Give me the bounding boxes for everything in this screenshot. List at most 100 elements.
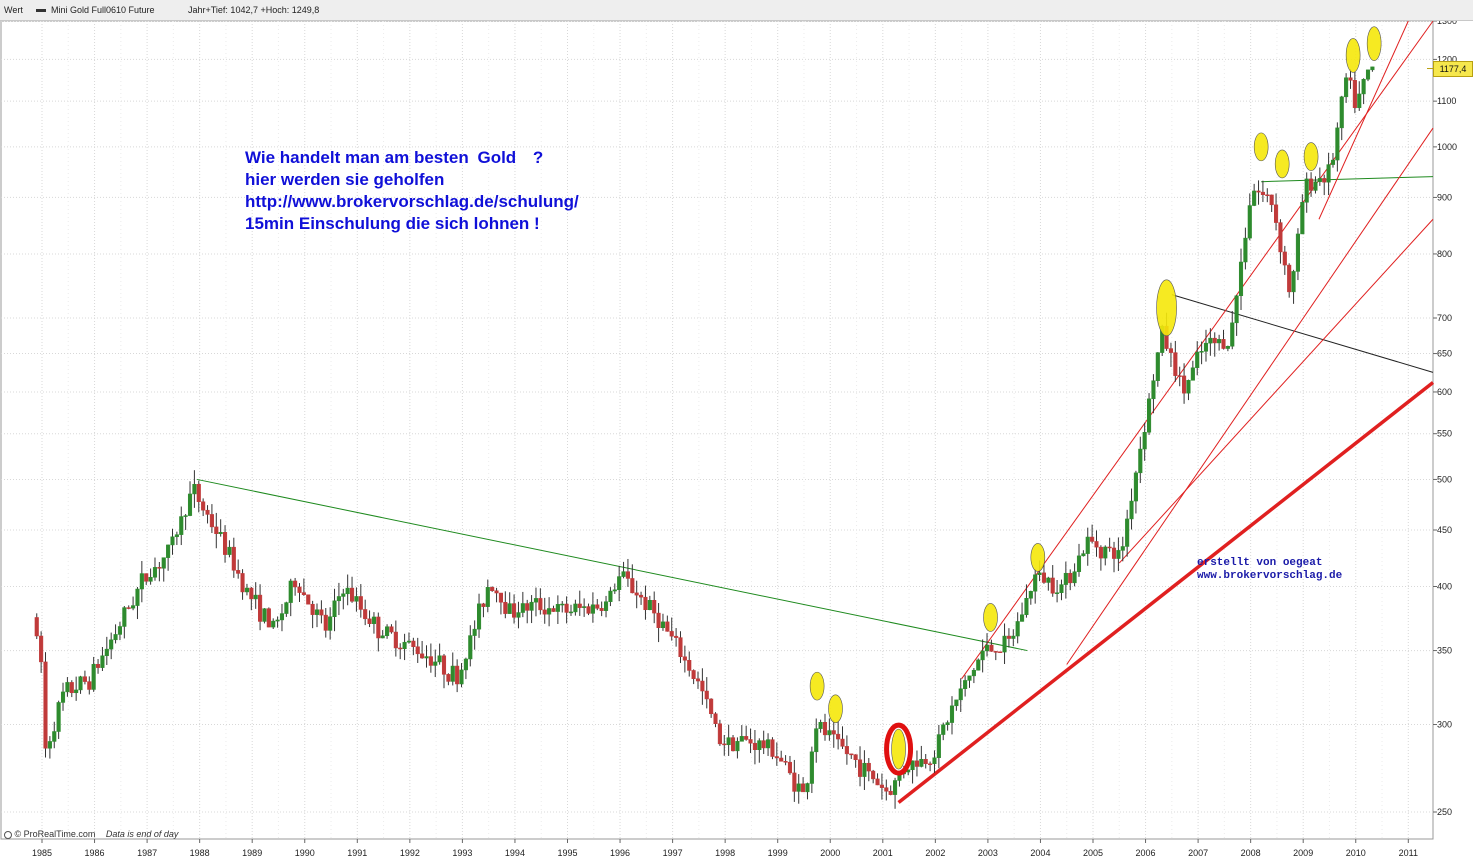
candle-down [792,772,797,792]
instrument-name: Mini Gold Full0610 Future [51,5,155,15]
candle-up [560,603,565,606]
candle-up [60,691,66,703]
candle-down [551,608,556,612]
candle-up [516,612,521,618]
candle-down [1212,337,1217,344]
marker-ellipse [1030,543,1046,572]
y-tick-label: 1200 [1437,54,1457,64]
candle-down [236,570,241,574]
x-tick-label: 1989 [242,848,262,858]
y-tick-label: 1100 [1437,96,1456,106]
candle-up [314,609,320,615]
candle-up [555,604,560,612]
candle-up [796,783,801,792]
candle-up [468,635,473,660]
candle-down [682,656,687,661]
candle-down [1094,541,1099,548]
candle-down [914,760,920,767]
candle-up [932,757,937,765]
x-tick-label: 1997 [663,848,683,858]
candle-up [1225,346,1230,349]
candle-down [639,594,644,598]
candle-up [862,762,867,777]
y-tick-label: 650 [1437,349,1452,359]
candle-down [222,532,228,555]
candle-down [770,739,775,757]
candle-down [1041,572,1047,583]
candle-up [104,648,109,657]
annotation-line-1: Wie handelt man am besten Gold ? [245,147,543,169]
candle-down [1006,635,1011,639]
candle-down [853,754,858,761]
candle-down [630,578,635,594]
candle-down [157,567,162,569]
x-tick-label: 2004 [1030,848,1050,858]
candle-up [617,576,622,591]
candle-up [919,759,924,767]
candle-down [363,609,368,620]
candle-up [1055,592,1060,594]
chart-header-bar: Wert Mini Gold Full0610 Future Jahr+Tief… [0,0,1473,21]
candle-up [809,751,814,784]
x-tick-label: 2005 [1083,848,1103,858]
candle-down [301,592,306,595]
y-tick-label: 700 [1437,313,1452,323]
x-tick-label: 1995 [557,848,577,858]
candle-down [634,592,639,596]
source-credit: © ProRealTime.com [14,829,96,839]
candle-up [818,722,823,729]
candle-down [752,742,757,750]
candle-up [726,737,731,746]
candle-down [323,614,328,631]
candle-down [43,661,48,749]
candle-down [879,784,884,788]
candle-down [888,790,893,795]
candle-up [1317,178,1322,183]
candle-down [730,737,736,752]
candle-down [1090,536,1095,542]
candle-down [205,509,210,515]
candle-down [652,600,657,614]
candle-up [74,689,79,694]
candle-up [547,608,552,615]
candle-down [503,601,508,614]
annotation-line-2: hier werden sie geholfen [245,170,445,189]
x-tick-label: 1992 [400,848,420,858]
candle-down [704,690,709,700]
x-tick-label: 2000 [820,848,840,858]
candle-up [65,682,70,693]
candle-up [757,740,762,750]
candle-up [56,702,61,732]
candle-up [735,741,740,752]
candle-down [1221,339,1226,349]
range-info: Jahr+Tief: 1042,7 +Hoch: 1249,8 [188,5,320,15]
candle-up [288,580,293,603]
candle-down [857,759,863,777]
candle-up [463,658,468,671]
candle-up [380,635,385,639]
candle-up [1155,352,1160,381]
candle-up [520,603,525,613]
candle-down [266,608,271,628]
candle-up [1326,164,1331,183]
candle-down [678,637,683,658]
candle-up [161,557,166,569]
annotation-question: ? [532,148,544,167]
candle-up [459,669,464,685]
candle-up [91,664,96,690]
candle-up [660,621,666,628]
candle-up [100,655,105,668]
candle-up [1046,577,1051,583]
candle-down [923,759,928,765]
candle-up [166,544,171,558]
candle-down [1107,546,1112,549]
candle-down [446,674,451,682]
candle-down [428,656,433,666]
x-tick-label: 1991 [347,848,367,858]
candle-down [1309,178,1314,191]
candle-down [490,587,495,591]
candle-down [214,526,219,534]
y-tick-label: 500 [1437,474,1452,484]
candle-up [766,739,771,749]
plot-area [0,20,1434,840]
